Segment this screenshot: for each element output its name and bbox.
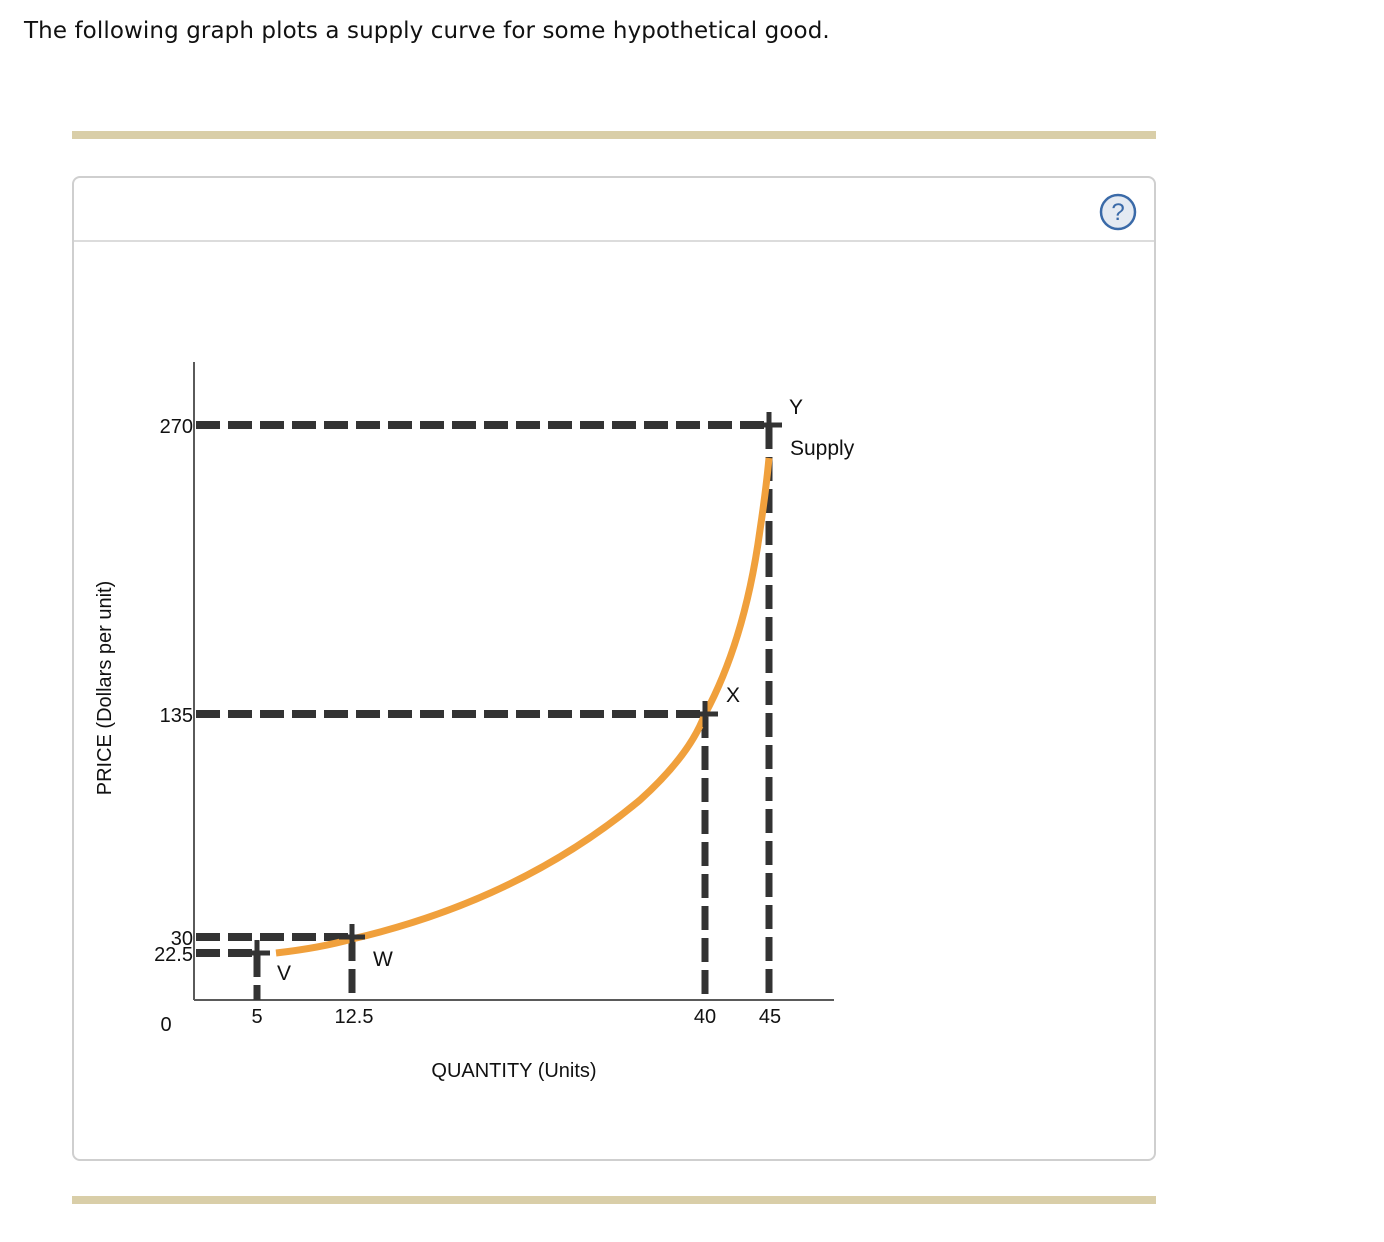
origin-label: 0 [160,1014,171,1036]
panel-header: ? [74,178,1154,242]
point-v-label: V [277,962,291,985]
top-divider [72,131,1156,139]
graph-panel: ? [72,176,1156,1161]
question-circle-icon: ? [1099,193,1137,231]
supply-curve-label: Supply [790,437,855,460]
point-x-label: X [726,684,740,707]
y-tick-22-5: 22.5 [154,944,193,966]
help-button[interactable]: ? [1098,192,1138,232]
point-x-marker[interactable] [692,701,718,727]
point-w-marker[interactable] [339,924,365,950]
x-tick-5: 5 [251,1006,262,1028]
y-axis-title: PRICE (Dollars per unit) [94,581,116,796]
guide-lines [196,421,773,1000]
svg-text:?: ? [1111,199,1124,226]
point-v-marker[interactable] [244,940,270,966]
bottom-divider [72,1196,1156,1204]
x-tick-45: 45 [759,1006,781,1028]
y-tick-30: 30 [171,928,193,950]
intro-text: The following graph plots a supply curve… [24,18,830,44]
x-tick-12-5: 12.5 [335,1006,374,1028]
point-w-label: W [373,948,393,971]
point-markers [244,412,782,966]
y-tick-270: 270 [160,416,193,438]
x-tick-40: 40 [694,1006,716,1028]
supply-curve[interactable] [275,457,773,957]
point-y-label: Y [789,396,803,419]
x-axis-title: QUANTITY (Units) [431,1060,596,1082]
point-y-marker[interactable] [756,412,782,438]
y-tick-135: 135 [160,705,193,727]
